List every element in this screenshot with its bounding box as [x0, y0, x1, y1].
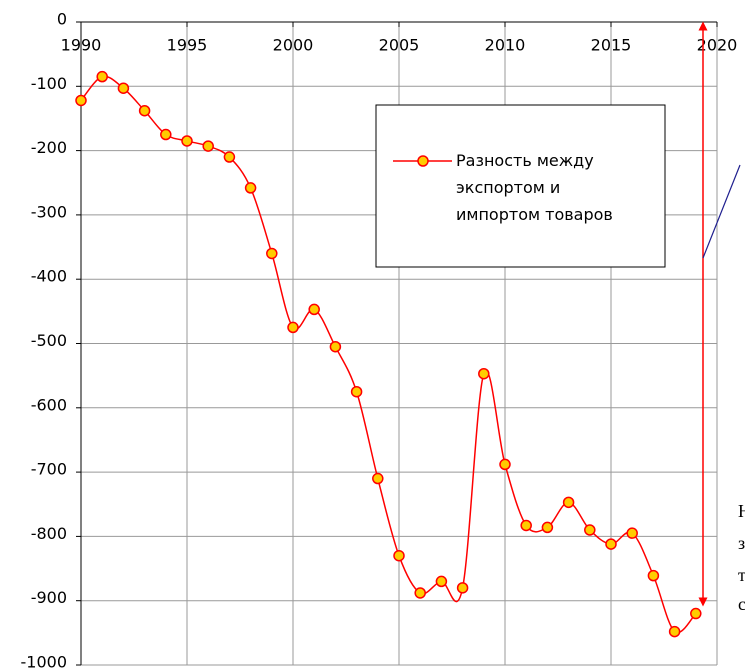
data-point: [96, 70, 108, 83]
data-point: [414, 587, 426, 599]
data-point: [308, 303, 320, 316]
annotation: т: [738, 565, 745, 585]
legend-label-box: Разность между экспортом и импортом това…: [456, 151, 613, 224]
y-tick-label: -700: [31, 460, 67, 479]
legend: Разность между экспортом и импортом това…: [375, 104, 666, 268]
data-point: [541, 521, 554, 534]
data-point: [223, 151, 236, 163]
data-point: [393, 549, 405, 562]
y-tick-label: -800: [31, 524, 67, 543]
data-point: [435, 575, 448, 588]
data-point: [562, 496, 575, 509]
y-tick-label: -900: [31, 588, 67, 607]
y-tick-label: -500: [31, 331, 67, 350]
data-point: [456, 582, 469, 594]
x-tick-label: 2010: [485, 36, 526, 55]
data-point: [584, 524, 596, 536]
y-tick-label: -400: [31, 267, 67, 286]
y-tick-label: -1000: [21, 653, 68, 671]
data-point: [287, 321, 299, 334]
y-tick-label: -100: [31, 74, 67, 93]
data-point: [266, 247, 278, 260]
annotation: з: [738, 533, 745, 553]
y-tick-label: -200: [31, 138, 67, 157]
data-point: [181, 135, 193, 147]
data-point: [350, 385, 363, 398]
data-point: [668, 625, 681, 638]
data-point: [372, 472, 384, 485]
y-tick-label: 0: [57, 10, 67, 29]
data-point: [117, 82, 130, 94]
pointer-line: [702, 164, 741, 259]
data-point: [647, 569, 660, 582]
plot: [75, 70, 702, 638]
data-point: [138, 104, 151, 117]
y-tick-label: -600: [31, 395, 67, 414]
annotation: с: [738, 594, 745, 614]
data-point: [478, 367, 490, 380]
data-point: [202, 140, 214, 152]
data-point: [690, 607, 702, 620]
data-point: [244, 182, 257, 194]
data-point: [605, 538, 617, 550]
x-tick-label: 2005: [379, 36, 420, 55]
data-point: [75, 94, 87, 107]
x-tick-label: 2000: [273, 36, 314, 55]
data-point: [329, 340, 342, 353]
data-point: [160, 128, 172, 141]
legend-label: Разность между экспортом и импортом това…: [456, 151, 613, 224]
y-tick-label: -300: [31, 202, 67, 221]
data-point: [520, 519, 532, 532]
x-tick-label: 2015: [591, 36, 632, 55]
legend-marker: [417, 155, 429, 167]
x-tick-label: 1995: [167, 36, 208, 55]
annotation: Н: [738, 501, 745, 521]
data-point: [499, 458, 511, 471]
grid: 0 -100 -200 -300 -400 -500 -600 -700 -800 -900 -10…: [21, 10, 738, 671]
legend-box: [375, 104, 666, 268]
data-point: [626, 527, 638, 539]
